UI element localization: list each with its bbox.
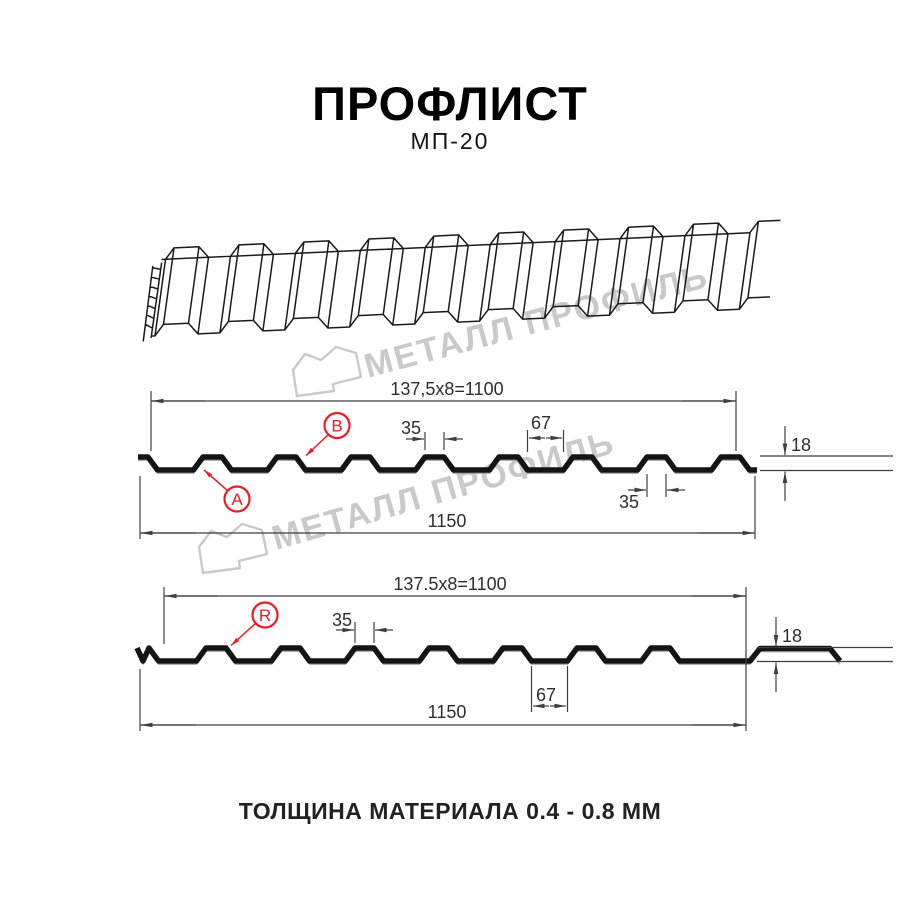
dim-label: 137.5x8=1100 — [393, 574, 506, 594]
callout-letter: A — [231, 490, 243, 509]
cross-section-reverse: 137.5x8=1100 35 67 — [137, 574, 893, 731]
dim-label: 67 — [536, 685, 556, 705]
cross-section-front: 137,5x8=1100 35 67 — [138, 379, 893, 539]
dim-label: 1150 — [428, 702, 467, 722]
callout-a: A — [203, 469, 251, 513]
dim-rib-top-width: 35 — [332, 610, 393, 643]
dim-height: 18 — [757, 617, 893, 692]
sheet-3d-sketch — [142, 219, 781, 342]
dim-overall-width: 1150 — [139, 669, 746, 731]
dim-label: 18 — [791, 435, 811, 455]
watermark-text: МЕТАЛЛ ПРОФИЛЬ — [360, 257, 712, 385]
dim-valley-width: 67 — [530, 666, 569, 712]
callout-letter: B — [331, 417, 342, 436]
dim-label: 1150 — [428, 511, 467, 531]
profile-outline — [137, 648, 840, 661]
dim-height: 18 — [760, 426, 893, 501]
callout-b: B — [305, 411, 351, 457]
dim-pitch-formula: 137.5x8=1100 — [163, 574, 747, 731]
dim-pitch-formula: 137,5x8=1100 — [150, 379, 737, 451]
metall-profil-logo-icon — [291, 345, 363, 398]
watermark-lower: МЕТАЛЛ ПРОФИЛЬ — [197, 423, 619, 575]
callout-r: R — [230, 601, 279, 647]
dim-rib-top-width: 35 — [401, 418, 463, 450]
profile-outline — [138, 457, 757, 470]
dim-label: 18 — [782, 626, 802, 646]
dim-overall-width: 1150 — [139, 476, 756, 539]
product-code: МП-20 — [410, 128, 490, 154]
metall-profil-logo-icon — [197, 522, 269, 575]
dim-label: 35 — [332, 610, 352, 630]
dim-label: 137,5x8=1100 — [390, 379, 503, 399]
dim-valley-width: 67 — [526, 413, 565, 452]
dim-label: 35 — [401, 418, 421, 438]
dim-rib-width-lower: 35 — [619, 474, 685, 512]
page-title: ПРОФЛИСТ — [312, 77, 588, 130]
callout-letter: R — [259, 606, 271, 625]
dim-label: 67 — [531, 413, 551, 433]
dim-label: 35 — [619, 492, 639, 512]
material-thickness-note: ТОЛЩИНА МАТЕРИАЛА 0.4 - 0.8 ММ — [238, 798, 662, 824]
